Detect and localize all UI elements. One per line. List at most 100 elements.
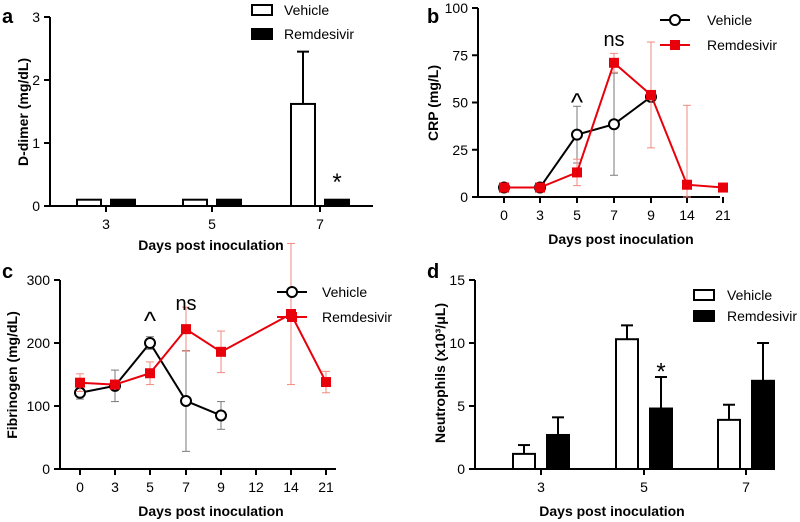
x-tick-label: 5 [640,479,648,495]
y-tick-label: 100 [445,0,469,16]
x-tick-label: 14 [283,479,299,495]
legend-vehicle-label: Vehicle [707,12,752,28]
bar-vehicle [290,102,316,207]
bar-remdesivir [546,433,570,471]
legend-vehicle-swatch [251,4,273,16]
data-point-vehicle [571,128,583,141]
legend-remdesivir-label: Remdesivir [284,26,354,42]
x-tick-label: 7 [182,479,190,495]
panel-d-plot: 0 5 10 15 3 5 7 * [449,272,775,495]
data-point-remdesivir [321,377,331,388]
panel-c-legend: Vehicle Remdesivir [277,284,392,325]
data-point-remdesivir [216,346,226,357]
x-tick-label: 14 [679,207,695,223]
bar-remdesivir [110,198,136,207]
significance-marker: ns [175,293,196,315]
bar-remdesivir [649,407,673,470]
panel-d-ylabel: Neutrophils (x10³/μL) [432,303,448,443]
legend-remdesivir-label: Remdesivir [322,309,392,325]
panel-c-xlabel: Days post inoculation [138,503,283,519]
legend-remdesivir-marker [287,312,297,322]
panel-d-xlabel: Days post inoculation [539,503,684,519]
bar-vehicle [717,418,741,470]
y-tick-label: 300 [27,272,51,288]
y-tick-label: 10 [449,335,465,351]
y-tick-label: 75 [452,47,468,63]
x-tick-label: 5 [208,216,216,232]
data-point-vehicle [144,337,156,349]
legend-remdesivir-marker [670,40,680,50]
data-point-remdesivir [682,179,692,190]
data-point-remdesivir [499,182,509,193]
y-tick-label: 25 [452,142,468,158]
panel-b-ylabel: CRP (mg/L) [425,65,441,141]
panel-a-plot: 0 1 2 3 3 5 7 * [32,9,373,232]
data-point-remdesivir [75,377,85,388]
x-tick-label: 21 [318,479,334,495]
significance-marker: ns [603,29,624,51]
legend-vehicle-swatch [693,289,715,301]
data-point-remdesivir [646,89,656,100]
bar-vehicle [182,198,208,207]
legend-vehicle-label: Vehicle [284,2,329,18]
panel-b-plot: 0 25 50 75 100 0 3 5 7 9 14 21 ^ ns [445,0,731,223]
legend-vehicle-marker [669,14,681,26]
legend-vehicle-label: Vehicle [727,287,772,303]
panel-a-letter: a [2,6,14,28]
y-tick-label: 200 [27,335,51,351]
bar-remdesivir [324,198,350,207]
y-tick-label: 1 [32,135,40,151]
panel-b-letter: b [427,6,439,28]
y-tick-label: 0 [460,189,468,205]
significance-marker: * [332,169,341,196]
bar-vehicle [76,198,102,207]
x-tick-label: 3 [537,479,545,495]
x-tick-label: 0 [76,479,84,495]
y-tick-label: 50 [452,95,468,111]
panel-c-plot: 0 100 200 300 0 3 5 7 9 12 14 21 ^ ns [27,242,336,495]
x-tick-label: 0 [500,207,508,223]
x-tick-label: 21 [715,207,731,223]
legend-vehicle-marker [286,286,298,298]
data-point-remdesivir [572,167,582,178]
data-point-remdesivir [535,182,545,193]
panel-d: d Neutrophils (x10³/μL) Days post inocul… [427,261,797,519]
data-point-remdesivir [145,368,155,379]
x-tick-label: 5 [146,479,154,495]
legend-remdesivir-swatch [251,28,273,40]
x-tick-label: 7 [610,207,618,223]
x-tick-label: 5 [573,207,581,223]
legend-remdesivir-swatch [693,310,715,322]
data-point-remdesivir [609,57,619,68]
data-point-remdesivir [718,182,728,193]
y-tick-label: 3 [32,9,40,25]
panel-a-ylabel: D-dimer (mg/dL) [15,58,31,166]
legend-remdesivir-label: Remdesivir [727,308,797,324]
x-tick-label: 9 [647,207,655,223]
panel-b-legend: Vehicle Remdesivir [660,12,777,53]
x-tick-label: 3 [111,479,119,495]
data-point-vehicle [215,409,227,422]
y-tick-label: 0 [457,461,465,477]
significance-marker: ^ [571,87,584,117]
y-tick-label: 5 [457,398,465,414]
panel-b: b CRP (mg/L) Days post inoculation 02550… [425,0,777,247]
x-tick-label: 12 [248,479,264,495]
x-tick-label: 9 [217,479,225,495]
series-line-remdesivir [79,312,327,386]
y-tick-label: 0 [32,198,40,214]
x-tick-label: 3 [536,207,544,223]
significance-marker: * [656,359,665,386]
panel-d-letter: d [427,261,439,283]
bar-vehicle [615,338,639,470]
y-tick-label: 15 [449,272,465,288]
data-point-remdesivir [110,379,120,390]
panel-d-legend: Vehicle Remdesivir [693,287,797,324]
panel-c-letter: c [2,261,13,283]
significance-marker: ^ [144,306,157,336]
bar-remdesivir [751,379,775,470]
bar-remdesivir [216,198,242,207]
bar-vehicle [512,452,536,471]
x-tick-label: 7 [316,216,324,232]
